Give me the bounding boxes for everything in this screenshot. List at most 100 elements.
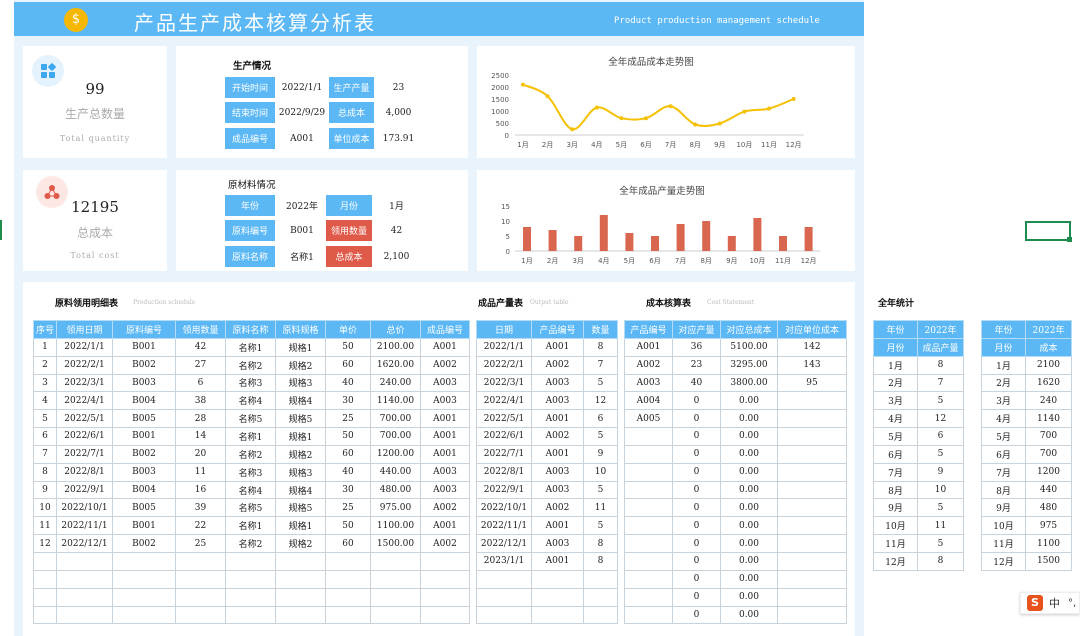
- usage-table-cell[interactable]: B004: [112, 391, 176, 411]
- usage-table-cell[interactable]: [225, 551, 276, 571]
- usage-table-cell[interactable]: [325, 569, 371, 589]
- cost-table-cell[interactable]: [777, 444, 847, 464]
- usage-table-cell[interactable]: [56, 587, 113, 607]
- usage-table-cell[interactable]: [420, 569, 470, 589]
- cost-table-cell[interactable]: A001: [624, 337, 673, 357]
- cost-table-cell[interactable]: A003: [624, 373, 673, 393]
- annual-cost-table-cell[interactable]: 7月: [981, 462, 1026, 482]
- annual-output-table-cell[interactable]: 12月: [873, 551, 918, 571]
- usage-table-cell[interactable]: 3: [33, 373, 57, 393]
- cost-table-cell[interactable]: [624, 427, 673, 446]
- annual-cost-table-cell[interactable]: 700: [1025, 444, 1072, 464]
- annual-cost-table-cell[interactable]: 1140: [1025, 409, 1072, 429]
- usage-table-cell[interactable]: 975.00: [370, 498, 421, 518]
- usage-table-cell[interactable]: [175, 605, 226, 625]
- cost-table-cell[interactable]: 3295.00: [720, 355, 778, 375]
- output-table-cell[interactable]: 9: [583, 444, 618, 464]
- annual-output-table-cell[interactable]: 5: [917, 391, 964, 411]
- annual-output-table-cell[interactable]: 2月: [873, 373, 918, 393]
- usage-table-cell[interactable]: B003: [112, 373, 176, 393]
- cost-table-cell[interactable]: 5100.00: [720, 337, 778, 357]
- annual-output-table-cell[interactable]: 8: [917, 551, 964, 571]
- usage-table-cell[interactable]: 2022/9/1: [56, 480, 113, 500]
- annual-cost-table-cell[interactable]: 6月: [981, 444, 1026, 464]
- cost-table-cell[interactable]: 0: [672, 480, 721, 500]
- usage-table-cell[interactable]: 名称2: [225, 534, 276, 553]
- output-table-cell[interactable]: A003: [531, 534, 584, 553]
- usage-table-cell[interactable]: 20: [175, 444, 226, 464]
- annual-cost-table-cell[interactable]: 12月: [981, 551, 1026, 571]
- usage-table-cell[interactable]: 11: [33, 516, 57, 536]
- output-table-cell[interactable]: 2023/1/1: [476, 551, 532, 571]
- usage-table-cell[interactable]: A003: [420, 391, 470, 411]
- output-table-cell[interactable]: 5: [583, 373, 618, 393]
- usage-table-cell[interactable]: 2022/7/1: [56, 444, 113, 464]
- output-table-cell[interactable]: A001: [531, 551, 584, 571]
- annual-cost-table-cell[interactable]: 5月: [981, 427, 1026, 446]
- usage-table-cell[interactable]: [56, 569, 113, 589]
- usage-table-cell[interactable]: 30: [325, 480, 371, 500]
- usage-table-cell[interactable]: 1500.00: [370, 534, 421, 553]
- annual-cost-table-cell[interactable]: 10月: [981, 516, 1026, 536]
- output-table-cell[interactable]: 2022/1/1: [476, 337, 532, 357]
- annual-output-table-cell[interactable]: 5: [917, 534, 964, 553]
- usage-table-cell[interactable]: 2: [33, 355, 57, 375]
- cost-table-cell[interactable]: 0: [672, 391, 721, 411]
- usage-table-cell[interactable]: 2022/10/1: [56, 498, 113, 518]
- usage-table-cell[interactable]: 22: [175, 516, 226, 536]
- usage-table-cell[interactable]: 名称3: [225, 373, 276, 393]
- usage-table-cell[interactable]: [325, 605, 371, 625]
- cost-table-cell[interactable]: [624, 516, 673, 536]
- usage-table-cell[interactable]: B005: [112, 498, 176, 518]
- usage-table-cell[interactable]: 2022/2/1: [56, 355, 113, 375]
- usage-table-cell[interactable]: [175, 569, 226, 589]
- usage-table-cell[interactable]: [112, 569, 176, 589]
- annual-cost-table-cell[interactable]: 1100: [1025, 534, 1072, 553]
- usage-table-cell[interactable]: 50: [325, 516, 371, 536]
- output-table-cell[interactable]: 8: [583, 534, 618, 553]
- usage-table-cell[interactable]: 名称2: [225, 444, 276, 464]
- output-table-cell[interactable]: [531, 605, 584, 625]
- usage-table-cell[interactable]: A003: [420, 462, 470, 482]
- annual-output-table-cell[interactable]: 8月: [873, 480, 918, 500]
- usage-table-cell[interactable]: 40: [325, 462, 371, 482]
- cost-table-cell[interactable]: 0.00: [720, 587, 778, 607]
- usage-table-cell[interactable]: [225, 605, 276, 625]
- usage-table-cell[interactable]: 50: [325, 427, 371, 446]
- usage-table-cell[interactable]: [175, 587, 226, 607]
- usage-table-cell[interactable]: 25: [325, 409, 371, 429]
- output-table-cell[interactable]: 2022/9/1: [476, 480, 532, 500]
- cost-table-cell[interactable]: 40: [672, 373, 721, 393]
- output-table-cell[interactable]: A002: [531, 427, 584, 446]
- cost-table-cell[interactable]: [777, 534, 847, 553]
- cost-table-cell[interactable]: A005: [624, 409, 673, 429]
- usage-table-cell[interactable]: A003: [420, 480, 470, 500]
- cost-table-cell[interactable]: 0: [672, 551, 721, 571]
- usage-table-cell[interactable]: 27: [175, 355, 226, 375]
- usage-table-cell[interactable]: 440.00: [370, 462, 421, 482]
- cost-table-cell[interactable]: 0.00: [720, 462, 778, 482]
- usage-table-cell[interactable]: 60: [325, 534, 371, 553]
- ime-toolbar[interactable]: S 中 °,: [1020, 592, 1080, 614]
- usage-table-cell[interactable]: 规格4: [275, 480, 326, 500]
- usage-table-cell[interactable]: [275, 587, 326, 607]
- usage-table-cell[interactable]: 名称4: [225, 391, 276, 411]
- annual-cost-table-cell[interactable]: 2月: [981, 373, 1026, 393]
- cost-table-cell[interactable]: [624, 444, 673, 464]
- cost-table-cell[interactable]: 0.00: [720, 516, 778, 536]
- cost-table-cell[interactable]: [624, 480, 673, 500]
- usage-table-cell[interactable]: A001: [420, 444, 470, 464]
- cost-table-cell[interactable]: [777, 498, 847, 518]
- usage-table-cell[interactable]: 700.00: [370, 427, 421, 446]
- usage-table-cell[interactable]: 名称4: [225, 480, 276, 500]
- annual-output-table-cell[interactable]: 6月: [873, 444, 918, 464]
- usage-table-cell[interactable]: 1620.00: [370, 355, 421, 375]
- cost-table-cell[interactable]: 0: [672, 605, 721, 625]
- usage-table-cell[interactable]: 30: [325, 391, 371, 411]
- usage-table-cell[interactable]: B004: [112, 480, 176, 500]
- usage-table-cell[interactable]: B002: [112, 355, 176, 375]
- usage-table-cell[interactable]: 28: [175, 409, 226, 429]
- usage-table-cell[interactable]: 2100.00: [370, 337, 421, 357]
- usage-table-cell[interactable]: [370, 587, 421, 607]
- output-table-cell[interactable]: A003: [531, 391, 584, 411]
